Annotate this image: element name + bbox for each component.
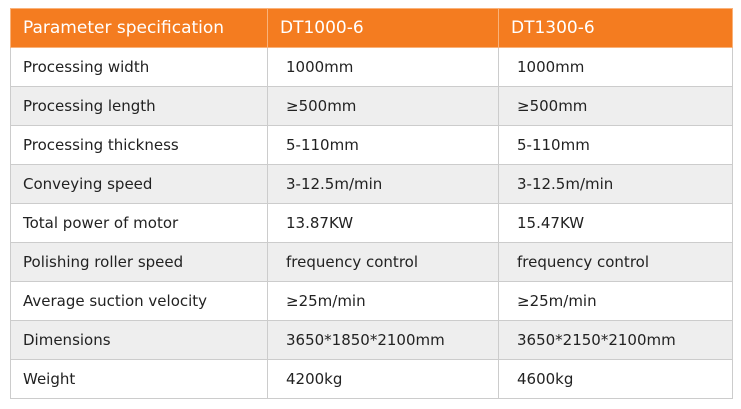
table-row: Conveying speed 3-12.5m/min 3-12.5m/min xyxy=(10,164,733,204)
value-cell: 4600kg xyxy=(498,359,733,399)
header-cell: Parameter specification xyxy=(10,8,268,48)
spec-table: Parameter specification DT1000-6 DT1300-6 … xyxy=(10,8,733,399)
label-cell: Polishing roller speed xyxy=(10,242,268,282)
value-cell: 3-12.5m/min xyxy=(498,164,733,204)
value-cell: 1000mm xyxy=(267,47,499,87)
value-cell: 4200kg xyxy=(267,359,499,399)
value-cell: ≥25m/min xyxy=(498,281,733,321)
header-row: Parameter specification DT1000-6 DT1300-6 xyxy=(10,8,733,48)
label-cell: Dimensions xyxy=(10,320,268,360)
value-cell: 15.47KW xyxy=(498,203,733,243)
label-cell: Processing length xyxy=(10,86,268,126)
value-cell: ≥500mm xyxy=(267,86,499,126)
table-row: Processing width 1000mm 1000mm xyxy=(10,47,733,87)
header-cell: DT1300-6 xyxy=(498,8,733,48)
value-cell: 3650*2150*2100mm xyxy=(498,320,733,360)
value-cell: 13.87KW xyxy=(267,203,499,243)
table-row: Processing thickness 5-110mm 5-110mm xyxy=(10,125,733,165)
table-row: Average suction velocity ≥25m/min ≥25m/min xyxy=(10,281,733,321)
value-cell: frequency control xyxy=(267,242,499,282)
header-cell: DT1000-6 xyxy=(267,8,499,48)
value-cell: 5-110mm xyxy=(267,125,499,165)
table-row: Weight 4200kg 4600kg xyxy=(10,359,733,399)
value-cell: frequency control xyxy=(498,242,733,282)
value-cell: ≥500mm xyxy=(498,86,733,126)
label-cell: Total power of motor xyxy=(10,203,268,243)
label-cell: Processing thickness xyxy=(10,125,268,165)
table-row: Dimensions 3650*1850*2100mm 3650*2150*2100… xyxy=(10,320,733,360)
table-row: Polishing roller speed frequency control f… xyxy=(10,242,733,282)
label-cell: Conveying speed xyxy=(10,164,268,204)
table-row: Total power of motor 13.87KW 15.47KW xyxy=(10,203,733,243)
label-cell: Processing width xyxy=(10,47,268,87)
label-cell: Average suction velocity xyxy=(10,281,268,321)
table-row: Processing length ≥500mm ≥500mm xyxy=(10,86,733,126)
value-cell: 3650*1850*2100mm xyxy=(267,320,499,360)
value-cell: 1000mm xyxy=(498,47,733,87)
label-cell: Weight xyxy=(10,359,268,399)
value-cell: ≥25m/min xyxy=(267,281,499,321)
value-cell: 3-12.5m/min xyxy=(267,164,499,204)
value-cell: 5-110mm xyxy=(498,125,733,165)
